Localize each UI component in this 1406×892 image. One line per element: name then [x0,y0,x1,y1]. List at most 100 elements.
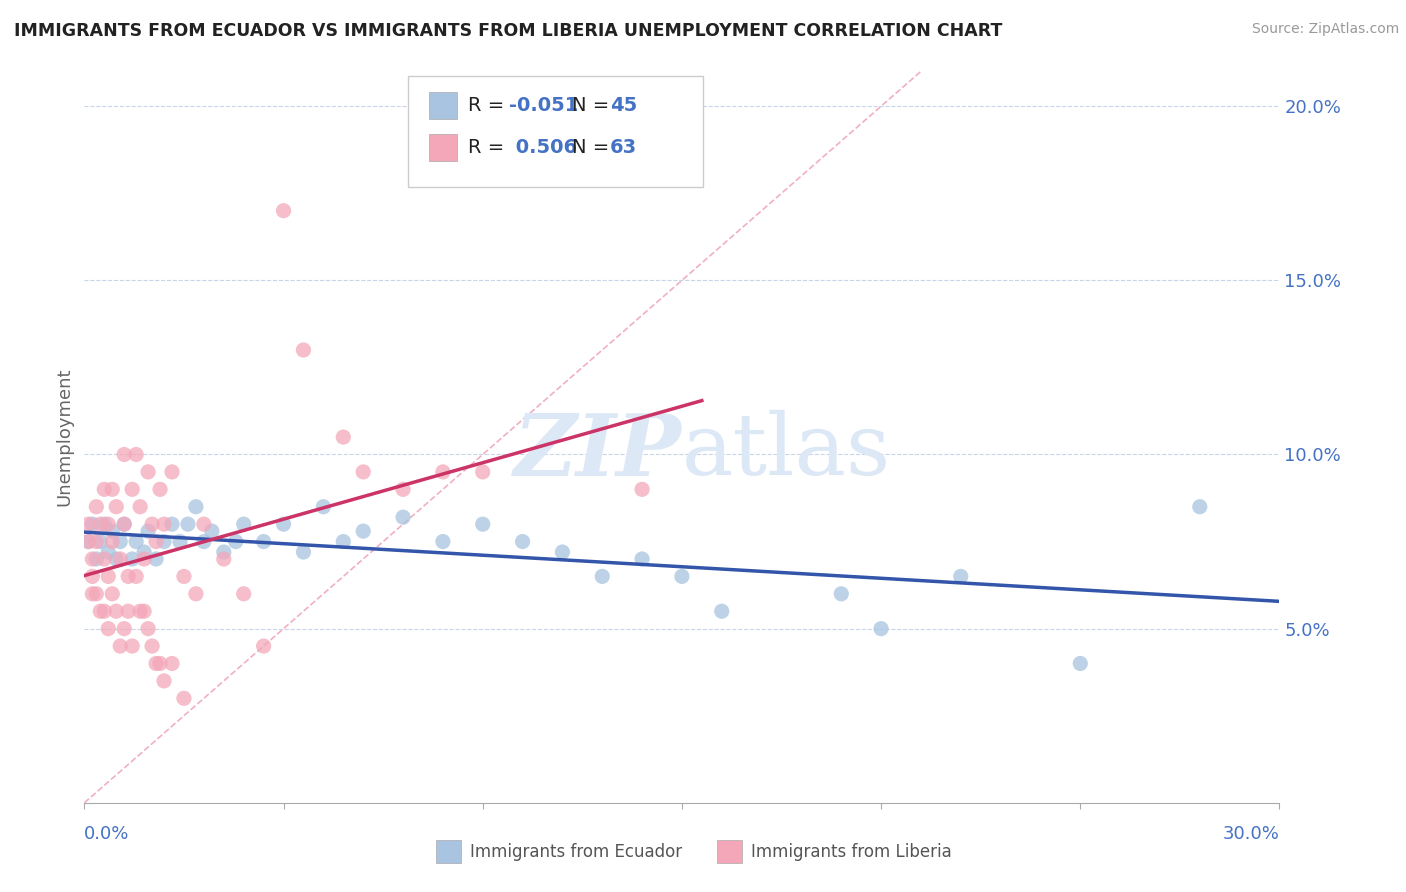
Point [352,524,374,538]
Point [193,517,215,532]
Point [93,517,115,532]
Point [141,639,163,653]
Point [145,534,167,549]
Point [153,673,176,688]
Point [101,483,124,497]
Point [145,657,167,671]
Point [110,534,132,549]
Point [177,517,200,532]
Point [105,552,128,566]
Point [145,552,167,566]
Point [160,517,183,532]
Point [97,517,120,532]
Point [112,517,135,532]
Point [89,534,111,549]
Point [125,534,148,549]
Point [312,500,335,514]
Point [117,569,139,583]
Point [432,465,454,479]
Point [82,552,104,566]
Point [101,587,124,601]
Point [160,465,183,479]
Point [141,517,163,532]
Point [292,545,315,559]
Point [232,587,254,601]
Point [110,552,132,566]
Point [432,534,454,549]
Point [93,552,115,566]
Point [212,545,235,559]
Text: IMMIGRANTS FROM ECUADOR VS IMMIGRANTS FROM LIBERIA UNEMPLOYMENT CORRELATION CHAR: IMMIGRANTS FROM ECUADOR VS IMMIGRANTS FR… [14,22,1002,40]
Point [97,545,120,559]
Text: 63: 63 [610,137,637,157]
Point [184,587,207,601]
Point [830,587,852,601]
Text: N =: N = [572,95,616,115]
Point [82,517,104,532]
Point [89,604,111,618]
Point [132,552,156,566]
Point [132,604,156,618]
Text: ZIP: ZIP [515,410,682,493]
Point [97,569,120,583]
Point [392,483,415,497]
Point [710,604,733,618]
Point [332,430,354,444]
Point [225,534,247,549]
Point [631,483,654,497]
Point [253,639,276,653]
Point [129,500,152,514]
Point [173,569,195,583]
Text: 0.0%: 0.0% [84,825,129,843]
Point [149,483,172,497]
Point [136,524,159,538]
Point [212,552,235,566]
Y-axis label: Unemployment: Unemployment [55,368,73,507]
Point [77,534,100,549]
Point [184,500,207,514]
Point [471,517,494,532]
Point [173,691,195,706]
Point [82,587,104,601]
Text: 0.506: 0.506 [509,137,576,157]
Point [591,569,613,583]
Point [512,534,534,549]
Point [121,639,143,653]
Point [136,622,159,636]
Text: Immigrants from Liberia: Immigrants from Liberia [751,843,952,861]
Point [671,569,693,583]
Point [86,587,108,601]
Point [121,552,143,566]
Point [117,604,139,618]
Point [86,552,108,566]
Point [1188,500,1211,514]
Point [551,545,574,559]
Point [132,545,156,559]
Point [273,203,295,218]
Point [105,500,128,514]
Text: R =: R = [468,137,510,157]
Point [125,569,148,583]
Point [101,534,124,549]
Point [949,569,972,583]
Point [149,657,172,671]
Point [232,517,254,532]
Point [93,483,115,497]
Text: N =: N = [572,137,616,157]
Point [110,639,132,653]
Text: -0.051: -0.051 [509,95,578,115]
Text: Source: ZipAtlas.com: Source: ZipAtlas.com [1251,22,1399,37]
Point [870,622,893,636]
Point [292,343,315,357]
Point [77,517,100,532]
Point [105,604,128,618]
Point [125,448,148,462]
Point [112,517,135,532]
Point [77,534,100,549]
Point [93,604,115,618]
Text: atlas: atlas [682,410,891,493]
Point [112,622,135,636]
Text: 30.0%: 30.0% [1223,825,1279,843]
Point [332,534,354,549]
Point [129,604,152,618]
